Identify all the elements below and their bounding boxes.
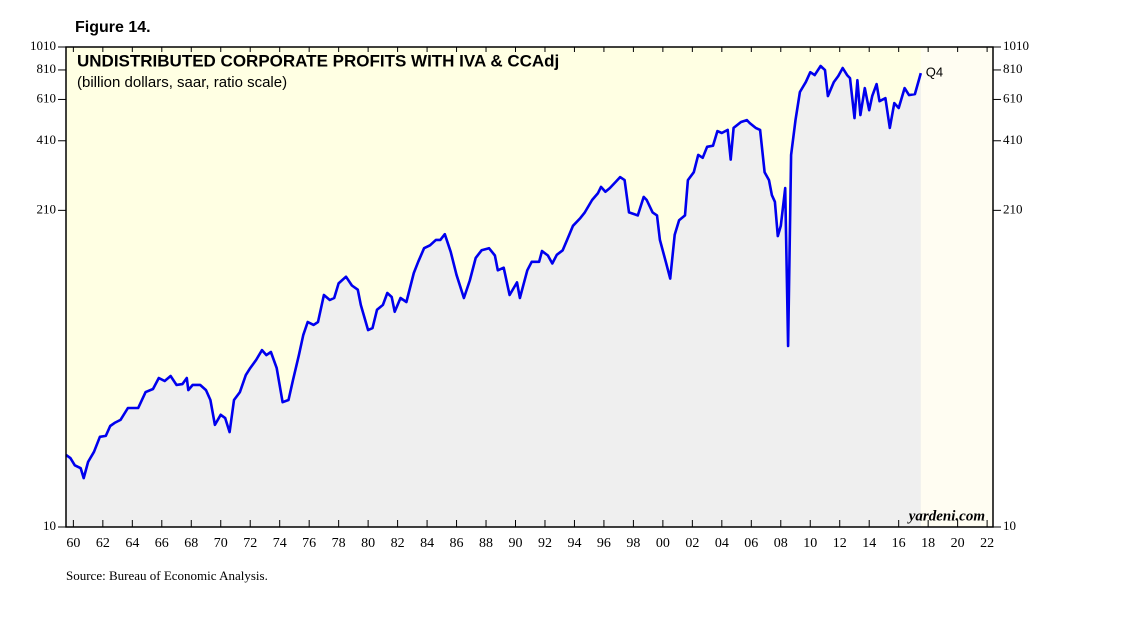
- y2-tick-label: 610: [1003, 90, 1023, 105]
- y2-tick-label: 410: [1003, 132, 1023, 147]
- x-tick-label: 90: [508, 536, 522, 551]
- x-tick-label: 62: [96, 536, 110, 551]
- watermark: yardeni.com: [907, 508, 985, 524]
- chart-subtitle: (billion dollars, saar, ratio scale): [77, 74, 287, 91]
- x-tick-label: 98: [626, 536, 640, 551]
- x-tick-label: 94: [567, 536, 581, 551]
- x-tick-label: 22: [980, 536, 994, 551]
- x-tick-label: 88: [479, 536, 493, 551]
- x-tick-label: 80: [361, 536, 375, 551]
- x-tick-label: 08: [774, 536, 788, 551]
- x-tick-label: 10: [803, 536, 817, 551]
- line: [65, 64, 923, 480]
- x-tick-label: 06: [744, 536, 758, 551]
- y-tick-label: 810: [37, 61, 57, 76]
- y2-tick-label: 1010: [1003, 38, 1029, 53]
- y-tick-label: 210: [37, 201, 57, 216]
- x-tick-label: 02: [685, 536, 699, 551]
- x-tick-label: 72: [243, 536, 257, 551]
- x-tick-label: 00: [656, 536, 670, 551]
- y-tick-label: 10: [43, 518, 56, 533]
- x-tick-label: 04: [715, 536, 729, 551]
- x-tick-label: 64: [125, 536, 139, 551]
- x-tick-label: 66: [155, 536, 169, 551]
- end-label: Q4: [926, 65, 943, 80]
- source: Source: Bureau of Economic Analysis.: [66, 568, 268, 583]
- x-tick-label: 84: [420, 536, 434, 551]
- x-tick-label: 16: [892, 536, 906, 551]
- after-data-shade: [920, 47, 993, 527]
- x-tick-label: 70: [214, 536, 228, 551]
- x-tick-label: 18: [921, 536, 935, 551]
- x-tick-label: 82: [391, 536, 405, 551]
- x-tick-label: 60: [66, 536, 80, 551]
- area: [66, 66, 921, 527]
- marks: [65, 47, 993, 527]
- x-tick-label: 68: [184, 536, 198, 551]
- x-tick-label: 74: [273, 536, 287, 551]
- chart-title: UNDISTRIBUTED CORPORATE PROFITS WITH IVA…: [77, 51, 559, 70]
- y2-tick-label: 10: [1003, 518, 1016, 533]
- y2-tick-label: 810: [1003, 61, 1023, 76]
- x-tick-label: 86: [450, 536, 464, 551]
- x-tick-label: 76: [302, 536, 316, 551]
- y2-tick-label: 210: [1003, 201, 1023, 216]
- x-tick-label: 92: [538, 536, 552, 551]
- x-tick-label: 20: [951, 536, 965, 551]
- plot-frame: [65, 46, 994, 528]
- x-tick-label: 12: [833, 536, 847, 551]
- y-tick-label: 410: [37, 132, 57, 147]
- figure-label: Figure 14.: [75, 19, 151, 36]
- x-tick-label: 96: [597, 536, 611, 551]
- x-tick-label: 14: [862, 536, 876, 551]
- y-tick-label: 1010: [30, 38, 56, 53]
- y-tick-label: 610: [37, 90, 57, 105]
- x-tick-label: 78: [332, 536, 346, 551]
